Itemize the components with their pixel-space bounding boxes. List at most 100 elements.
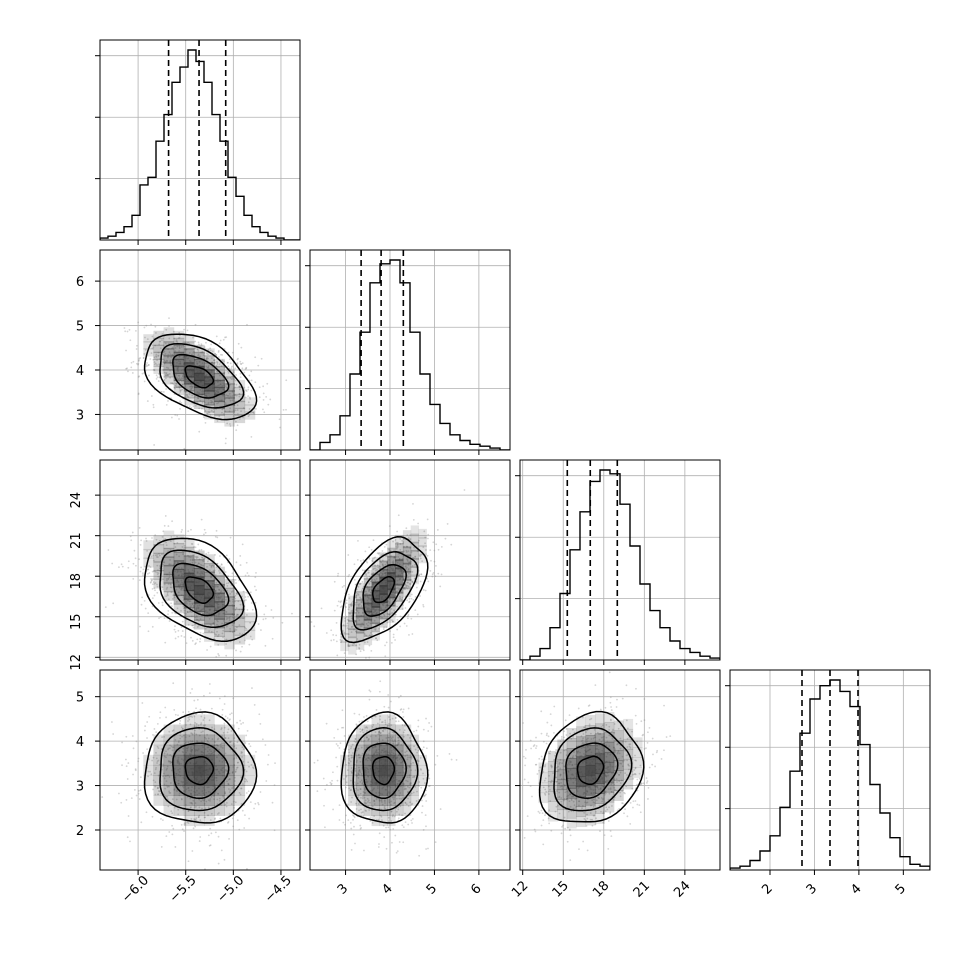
sample-point — [157, 354, 160, 357]
sample-point — [329, 781, 332, 784]
sample-point — [194, 347, 197, 350]
density-cell — [224, 785, 235, 796]
sample-point — [225, 611, 228, 613]
sample-point — [137, 376, 140, 378]
sample-point — [359, 760, 362, 763]
sample-point — [403, 729, 406, 731]
sample-point — [164, 374, 167, 376]
sample-point — [410, 757, 413, 760]
sample-point — [374, 580, 377, 582]
sample-point — [129, 535, 132, 538]
sample-point — [410, 756, 413, 759]
sample-point — [195, 555, 198, 558]
density-cell — [355, 623, 365, 634]
sample-point — [433, 549, 436, 552]
sample-point — [228, 392, 231, 395]
sample-point — [191, 740, 194, 743]
density-cell — [355, 607, 365, 618]
sample-point — [392, 740, 395, 743]
sample-point — [165, 595, 168, 598]
sample-point — [153, 570, 155, 573]
density-cell — [379, 560, 388, 571]
density-cell — [204, 631, 215, 642]
sample-point — [420, 554, 422, 556]
sample-point — [249, 801, 252, 803]
density-cell — [183, 795, 195, 806]
sample-point — [169, 362, 172, 365]
sample-point — [155, 767, 157, 769]
sample-point — [178, 555, 181, 558]
sample-point — [213, 798, 215, 801]
sample-point — [157, 786, 159, 789]
sample-point — [221, 354, 224, 356]
sample-point — [169, 760, 171, 763]
density-cell — [173, 744, 185, 756]
sample-point — [420, 573, 423, 576]
sample-point — [191, 624, 194, 627]
sample-point — [407, 550, 410, 553]
sample-point — [158, 790, 161, 793]
sample-point — [173, 806, 176, 809]
density-cell — [402, 579, 412, 589]
sample-point — [393, 556, 396, 559]
sample-point — [153, 772, 156, 775]
sample-point — [379, 734, 382, 737]
sample-point — [258, 386, 261, 389]
sample-point — [171, 520, 174, 523]
y-tick-label: 4 — [76, 364, 84, 379]
sample-point — [365, 590, 367, 593]
sample-point — [365, 574, 368, 577]
sample-point — [260, 357, 263, 360]
sample-point — [366, 561, 369, 564]
sample-point — [325, 722, 328, 725]
sample-point — [228, 616, 231, 619]
density-cell — [193, 764, 205, 776]
sample-point — [183, 544, 186, 547]
histogram-step — [100, 49, 300, 240]
sample-point — [350, 789, 353, 791]
contours — [143, 537, 258, 643]
sample-point — [431, 575, 434, 578]
sample-point — [348, 593, 350, 596]
sample-point — [258, 713, 261, 716]
sample-point — [223, 695, 226, 698]
sample-point — [392, 598, 394, 601]
sample-point — [199, 345, 202, 348]
sample-point — [173, 708, 176, 711]
sample-point — [167, 550, 169, 553]
sample-point — [400, 797, 403, 800]
sample-point — [173, 337, 175, 340]
sample-point — [228, 358, 231, 361]
sample-point — [401, 824, 404, 827]
sample-point — [384, 655, 387, 658]
sample-point — [354, 601, 357, 604]
density-cell — [410, 574, 420, 585]
sample-point — [181, 388, 184, 391]
sample-point — [360, 746, 363, 749]
sample-point — [246, 572, 249, 574]
density-cell — [224, 404, 235, 413]
sample-point — [187, 720, 189, 722]
sample-point — [418, 554, 421, 557]
sample-point — [353, 712, 356, 715]
sample-point — [378, 730, 381, 733]
sample-point — [194, 404, 197, 407]
sample-point — [232, 614, 235, 616]
sample-point — [397, 587, 399, 589]
sample-point — [154, 781, 157, 784]
sample-point — [227, 372, 230, 374]
sample-point — [369, 622, 372, 625]
sample-point — [161, 601, 164, 604]
sample-point — [218, 569, 220, 572]
sample-point — [194, 623, 197, 626]
density-cell — [183, 764, 195, 776]
sample-point — [408, 582, 411, 585]
sample-point — [200, 548, 203, 551]
sample-point — [194, 722, 197, 724]
density-cell — [204, 376, 215, 385]
sample-point — [189, 556, 192, 559]
density-cell — [193, 379, 205, 389]
sample-point — [365, 622, 368, 625]
sample-point — [139, 570, 142, 573]
sample-point — [388, 732, 391, 735]
